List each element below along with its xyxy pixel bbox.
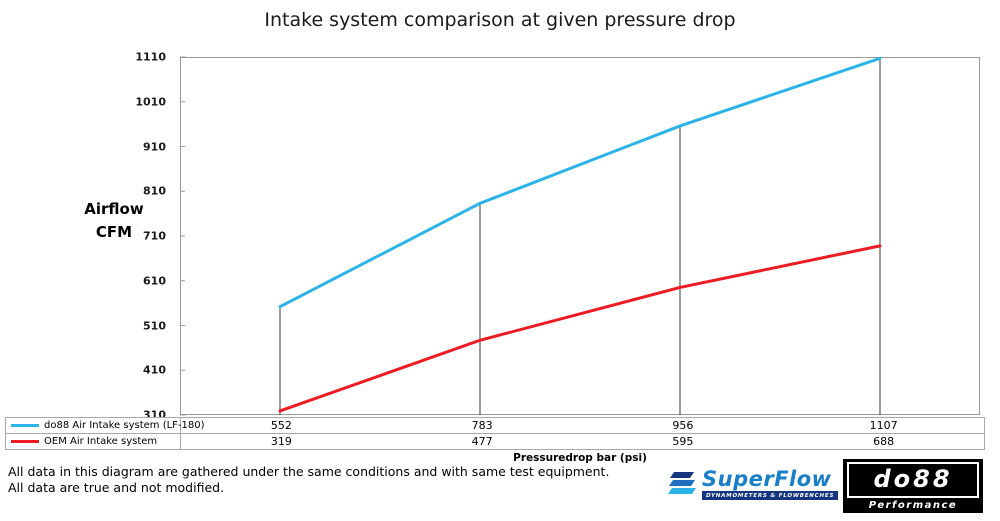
y-tick-label: 410 — [143, 363, 166, 377]
oem-series-color-line — [11, 440, 39, 443]
do88-tagline: Performance — [868, 500, 958, 511]
chart-canvas — [180, 56, 980, 416]
superflow-text: SuperFlow DYNAMOMETERS & FLOWBENCHES — [702, 467, 839, 500]
series-line-oem — [278, 244, 882, 413]
x-axis-label: Pressuredrop bar (psi) — [513, 452, 647, 464]
superflow-name: SuperFlow — [702, 467, 832, 491]
do88-value-1: 552 — [270, 419, 292, 432]
do88-value-4: 1107 — [869, 419, 898, 432]
series-line-do88 — [278, 56, 882, 309]
y-tick-label: 810 — [143, 184, 166, 198]
y-tick-label: 1010 — [135, 95, 166, 109]
superflow-tagline: DYNAMOMETERS & FLOWBENCHES — [702, 491, 839, 500]
plot-border — [180, 57, 980, 415]
y-tick-label: 910 — [143, 140, 166, 153]
do88-value-3: 956 — [672, 419, 694, 432]
legend-label-oem: OEM Air Intake system — [44, 436, 158, 447]
do88-value-2: 783 — [471, 419, 493, 432]
table-row-do88: do88 Air Intake system (LF-180) 552 783 … — [6, 418, 984, 433]
legend-cell-oem: OEM Air Intake system — [6, 434, 181, 449]
y-axis-title-line1: Airflow — [84, 200, 144, 218]
y-tick-label: 610 — [143, 274, 166, 288]
do88-series-color-line — [11, 424, 39, 427]
y-axis-title: Airflow CFM — [58, 198, 170, 243]
superflow-icon — [668, 472, 696, 494]
do88-logo: do88 Performance — [843, 459, 983, 513]
y-tick-label: 710 — [143, 229, 166, 243]
superflow-logo: SuperFlow DYNAMOMETERS & FLOWBENCHES — [668, 467, 839, 500]
table-row-oem: OEM Air Intake system 319 477 595 688 — [6, 433, 984, 449]
footer-text-line1: All data in this diagram are gathered un… — [8, 464, 610, 479]
data-table: do88 Air Intake system (LF-180) 552 783 … — [5, 417, 985, 450]
y-tick-label: 510 — [143, 319, 166, 332]
oem-value-1: 319 — [270, 435, 292, 448]
plot-area — [180, 56, 980, 416]
legend-label-do88: do88 Air Intake system (LF-180) — [44, 420, 205, 431]
do88-name: do88 — [847, 462, 979, 498]
oem-value-2: 477 — [471, 435, 493, 448]
y-tick-label: 1110 — [135, 50, 166, 64]
legend-cell-do88: do88 Air Intake system (LF-180) — [6, 418, 205, 433]
chart-title: Intake system comparison at given pressu… — [264, 9, 736, 31]
oem-value-3: 595 — [672, 435, 694, 448]
y-axis-title-line2: CFM — [95, 222, 133, 241]
oem-value-4: 688 — [873, 435, 895, 448]
footer-text-line2: All data are true and not modified. — [8, 480, 225, 495]
